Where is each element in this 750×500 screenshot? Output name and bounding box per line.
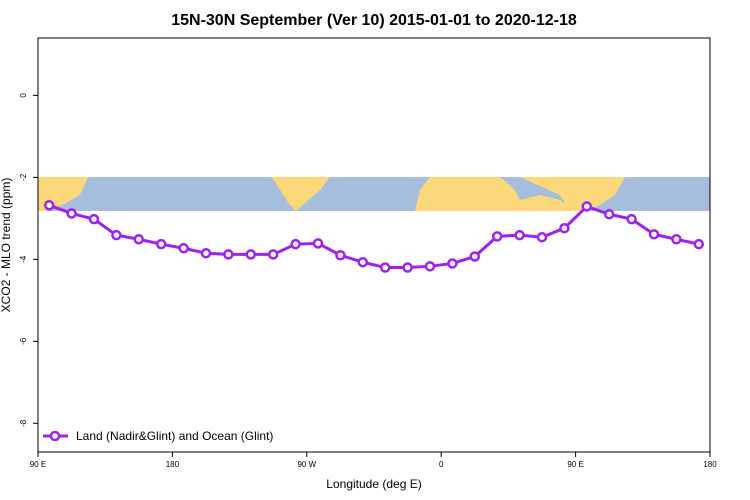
data-point: [402, 262, 413, 273]
plot-frame: [37, 37, 711, 453]
data-point: [626, 213, 637, 225]
data-point: [648, 229, 660, 240]
data-point: [200, 247, 212, 259]
x-axis-label: Longitude (deg E): [326, 477, 421, 491]
data-point: [88, 213, 100, 225]
data-point: [671, 234, 682, 245]
chart-title: 15N-30N September (Ver 10) 2015-01-01 to…: [171, 12, 577, 29]
data-point: [43, 199, 55, 211]
data-point: [491, 231, 503, 242]
data-point: [267, 249, 279, 260]
legend-marker: [49, 430, 61, 442]
y-tick-label: 0: [19, 93, 28, 98]
y-tick-label: -2: [19, 173, 28, 181]
data-point: [133, 234, 145, 245]
data-point: [559, 222, 570, 234]
data-point: [66, 208, 77, 219]
map-strip: [38, 177, 710, 211]
data-point: [290, 238, 301, 250]
x-tick-label: 180: [166, 460, 180, 469]
x-tick-label: 180: [703, 460, 717, 469]
data-point: [536, 231, 548, 243]
data-point: [223, 249, 234, 260]
data-point: [693, 238, 705, 250]
data-point: [312, 238, 324, 249]
data-point: [424, 261, 436, 272]
x-tick-label: 90 E: [567, 460, 583, 469]
data-point: [335, 249, 346, 261]
y-tick-label: -4: [19, 255, 28, 263]
data-point: [514, 229, 525, 241]
data-point: [379, 262, 391, 273]
data-point: [155, 238, 167, 250]
x-tick-label: 0: [439, 460, 444, 469]
series-line: [48, 203, 700, 270]
data-point: [111, 229, 122, 241]
data-point: [469, 251, 481, 262]
y-tick-label: -8: [19, 419, 28, 427]
x-tick-label: 90 E: [30, 460, 46, 469]
data-point: [245, 249, 257, 260]
y-axis-label: XCO2 - MLO trend (ppm): [0, 178, 13, 313]
legend-label: Land (Nadir&Glint) and Ocean (Glint): [76, 429, 273, 443]
x-tick-label: 90 W: [297, 460, 316, 469]
data-point: [178, 243, 189, 254]
data-point: [603, 209, 615, 220]
data-point: [357, 256, 369, 268]
data-point: [581, 201, 593, 212]
y-tick-label: -6: [19, 337, 28, 345]
data-point: [447, 258, 458, 269]
